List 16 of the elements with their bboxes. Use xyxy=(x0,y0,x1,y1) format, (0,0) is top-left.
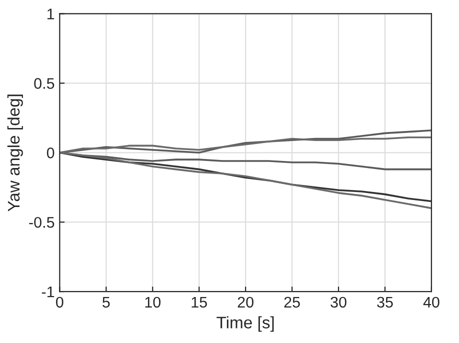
x-tick-label: 20 xyxy=(238,296,254,308)
x-tick-label: 10 xyxy=(145,296,161,308)
y-tick-label: 0.5 xyxy=(34,78,54,89)
x-tick-label: 40 xyxy=(423,296,440,308)
x-tick-label: 0 xyxy=(56,296,64,308)
y-tick-label: 0 xyxy=(46,148,54,158)
y-tick-label: 1 xyxy=(47,8,54,20)
x-tick-label: 30 xyxy=(330,296,346,308)
y-tick-label: -0.5 xyxy=(29,216,54,228)
x-tick-label: 5 xyxy=(102,296,110,308)
x-tick-label: 25 xyxy=(284,296,300,308)
y-tick-label: -1 xyxy=(42,286,54,298)
x-tick-label: 35 xyxy=(377,296,393,308)
x-axis-title: Time [s] xyxy=(216,316,274,332)
y-axis-title: Yaw angle [deg] xyxy=(7,94,23,212)
x-tick-label: 15 xyxy=(192,296,207,308)
